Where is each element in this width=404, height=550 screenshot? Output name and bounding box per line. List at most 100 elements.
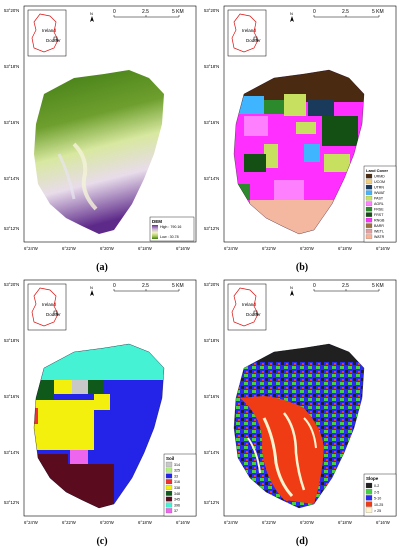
- svg-text:6°16'W: 6°16'W: [376, 520, 391, 525]
- legend-swatch: [365, 212, 373, 217]
- svg-text:6°20'W: 6°20'W: [300, 246, 315, 251]
- legend-swatch: [165, 490, 173, 496]
- svg-text:0: 0: [113, 283, 116, 289]
- longitude-labels: 6°24'W 6°22'W 6°20'W 6°18'W 6°16'W: [24, 246, 191, 251]
- legend-label: 316: [174, 480, 180, 484]
- svg-text:6°22'W: 6°22'W: [262, 520, 277, 525]
- legend-swatch: [165, 485, 173, 490]
- north-arrow: N: [290, 11, 294, 22]
- ireland-outline: [231, 287, 259, 327]
- svg-text:2.5: 2.5: [142, 9, 149, 15]
- svg-text:6°16'W: 6°16'W: [176, 520, 191, 525]
- legend-label: > 25: [374, 509, 381, 513]
- catchment-soil: [34, 344, 164, 508]
- ireland-outline: [31, 287, 59, 327]
- inset-site-label: Dodder: [46, 312, 61, 317]
- svg-text:6°24'W: 6°24'W: [24, 520, 39, 525]
- dem-legend: DEM High : 790.16 Low : 30.78: [149, 216, 195, 242]
- legend-swatch: [365, 201, 373, 206]
- svg-text:6°20'W: 6°20'W: [100, 246, 115, 251]
- legend-swatch: [365, 507, 373, 513]
- caption-b: (b): [295, 262, 309, 273]
- scale-bar: 0 2.5 5 KM: [313, 9, 384, 18]
- latitude-labels: 53°20'N 53°18'N 53°16'N 53°14'N 53°12'N: [4, 282, 19, 505]
- svg-text:High : 790.16: High : 790.16: [160, 225, 181, 229]
- legend-swatch: [365, 195, 373, 201]
- north-arrow: N: [90, 285, 94, 296]
- scale-bar: 0 2.5 5 KM: [113, 283, 184, 292]
- catchment-dem: [34, 70, 164, 234]
- svg-text:6°24'W: 6°24'W: [24, 246, 39, 251]
- latitude-labels: 53°20'N 53°18'N 53°16'N 53°14'N 53°12'N: [204, 8, 219, 231]
- svg-text:53°14'N: 53°14'N: [4, 450, 19, 455]
- svg-text:53°14'N: 53°14'N: [204, 176, 219, 181]
- svg-text:6°18'W: 6°18'W: [338, 520, 353, 525]
- map-panel-slope: Ireland Dodder N 0 2.5 5 KM 53°20'N 53°1…: [204, 278, 400, 547]
- svg-text:53°18'N: 53°18'N: [204, 64, 219, 69]
- svg-text:DEM: DEM: [152, 219, 162, 224]
- slope-legend: Slope 0-2 2-5 5-10 10-25 > 25: [363, 473, 397, 517]
- legend-label: 314: [174, 463, 180, 467]
- legend-label: WETL: [374, 230, 384, 234]
- svg-text:6°18'W: 6°18'W: [338, 246, 353, 251]
- legend-label: WATR: [374, 235, 385, 239]
- svg-text:5 KM: 5 KM: [372, 9, 384, 15]
- svg-text:Slope: Slope: [366, 476, 379, 481]
- legend-label: BARR: [374, 224, 384, 228]
- catchment-slope: [234, 344, 364, 508]
- legend-swatch: [165, 502, 173, 508]
- svg-text:6°18'W: 6°18'W: [138, 520, 153, 525]
- latitude-labels: 53°20'N 53°18'N 53°16'N 53°14'N 53°12'N: [4, 8, 19, 231]
- svg-text:53°20'N: 53°20'N: [204, 282, 219, 287]
- legend-swatch: [365, 173, 373, 179]
- svg-text:6°16'W: 6°16'W: [176, 246, 191, 251]
- svg-text:53°20'N: 53°20'N: [4, 8, 19, 13]
- legend-label: 325: [174, 469, 180, 473]
- legend-swatch: [165, 496, 173, 502]
- legend-swatch: [365, 190, 373, 195]
- svg-text:2.5: 2.5: [342, 9, 349, 15]
- svg-text:53°18'N: 53°18'N: [4, 64, 19, 69]
- legend-label: 348: [174, 492, 180, 496]
- svg-text:53°14'N: 53°14'N: [204, 450, 219, 455]
- inset-country-label: Ireland: [42, 28, 56, 33]
- svg-text:6°22'W: 6°22'W: [62, 246, 77, 251]
- legend-label: RNGB: [374, 219, 385, 223]
- legend-label: 338: [174, 486, 180, 490]
- legend-label: 37: [174, 509, 178, 513]
- legend-swatch: [365, 228, 373, 234]
- catchment-land-cover: [234, 70, 364, 234]
- svg-text:0: 0: [113, 9, 116, 15]
- legend-label: 0-2: [374, 484, 379, 488]
- svg-text:53°16'N: 53°16'N: [4, 120, 19, 125]
- legend-label: WWAT: [374, 191, 386, 195]
- inset-country-label: Ireland: [242, 302, 256, 307]
- ireland-outline: [31, 13, 59, 53]
- legend-swatch: [165, 461, 173, 467]
- map-panel-land-cover: Ireland Dodder N 0 2.5 5 KM 53°20'N 53°1…: [204, 4, 400, 273]
- inset-country-label: Ireland: [42, 302, 56, 307]
- map-panel-dem: Ireland Dodder N 0 2.5 5 KM 53°20'N 53°1…: [4, 4, 200, 273]
- svg-text:Low : 30.78: Low : 30.78: [160, 235, 179, 239]
- legend-swatch: [365, 217, 373, 223]
- svg-text:5 KM: 5 KM: [372, 283, 384, 289]
- map-panel-soil: Ireland Dodder N 0 2.5 5 KM 53°20'N 53°1…: [4, 278, 200, 547]
- map-frame: [223, 279, 397, 517]
- legend-label: PAST: [374, 197, 384, 201]
- svg-text:53°18'N: 53°18'N: [4, 338, 19, 343]
- latitude-labels: 53°20'N 53°18'N 53°16'N 53°14'N 53°12'N: [204, 282, 219, 505]
- legend-swatch: [365, 495, 373, 501]
- caption-d: (d): [295, 536, 309, 547]
- svg-text:6°24'W: 6°24'W: [224, 520, 239, 525]
- legend-label: UTRN: [374, 186, 384, 190]
- legend-label: 345: [174, 498, 180, 502]
- legend-label: 5-10: [374, 497, 381, 501]
- legend-swatch: [365, 223, 373, 228]
- svg-text:53°12'N: 53°12'N: [4, 226, 19, 231]
- svg-text:53°12'N: 53°12'N: [204, 500, 219, 505]
- legend-label: FRST: [374, 213, 384, 217]
- svg-text:6°22'W: 6°22'W: [62, 520, 77, 525]
- longitude-labels: 6°24'W 6°22'W 6°20'W 6°18'W 6°16'W: [224, 246, 391, 251]
- svg-text:0: 0: [313, 9, 316, 15]
